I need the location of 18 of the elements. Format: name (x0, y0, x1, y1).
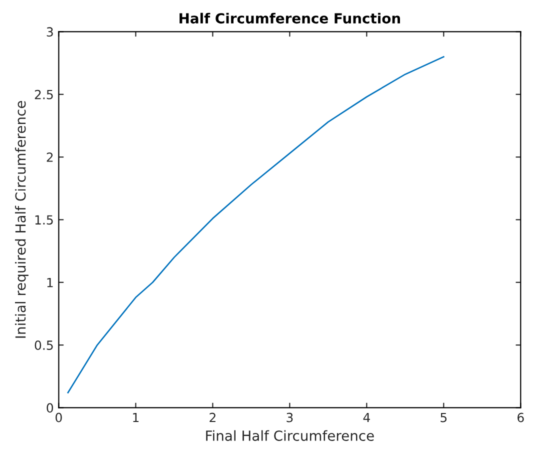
y-tick-label: 1 (47, 278, 53, 288)
y-tick-label: 3 (46, 27, 53, 37)
x-tick-label: 5 (440, 412, 447, 422)
x-axis-title: Final Half Circumference (206, 430, 374, 441)
y-tick-label: 2.5 (34, 90, 53, 100)
y-tick-label: 2 (46, 152, 53, 162)
x-tick-label: 6 (518, 412, 524, 422)
x-tick-label: 0 (56, 412, 62, 422)
chart-title: Half Circumference Function (180, 12, 400, 24)
line-series (67, 56, 444, 394)
x-tick-label: 3 (286, 412, 293, 422)
y-axis-title: Initial required Half Circumference (15, 101, 28, 338)
y-tick-label: 0 (46, 403, 54, 413)
x-tick-label: 4 (363, 412, 370, 422)
x-tick-label: 2 (210, 412, 216, 422)
y-tick-label: 1.5 (35, 215, 53, 225)
y-tick-label: 0.5 (34, 340, 53, 350)
x-tick-label: 1 (133, 412, 139, 422)
